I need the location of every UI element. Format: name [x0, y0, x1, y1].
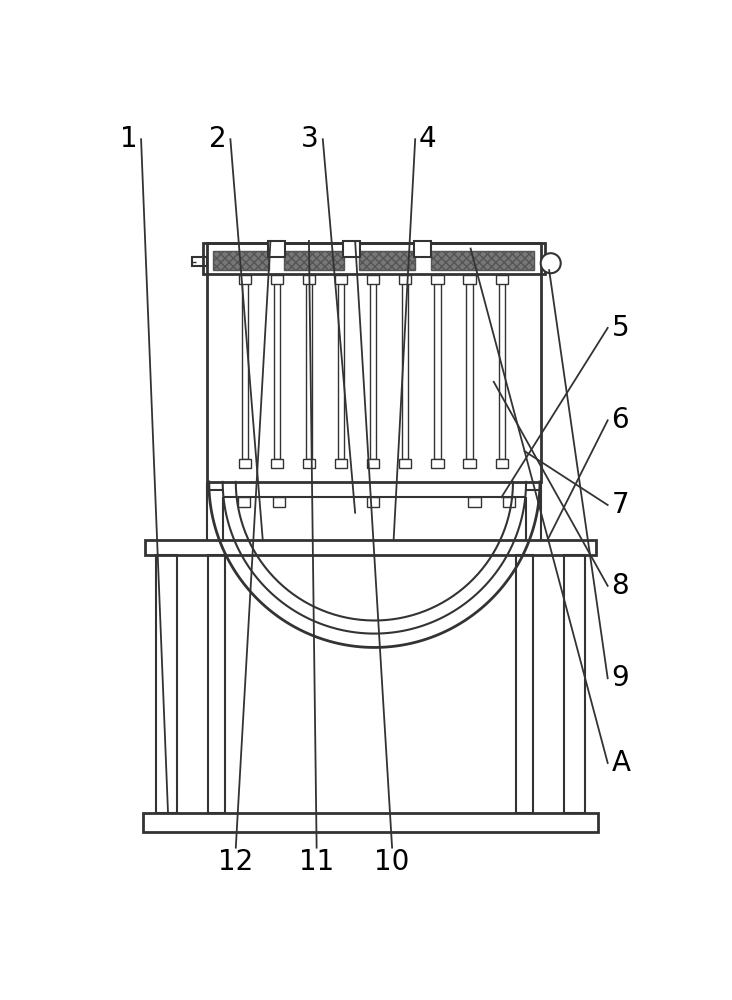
Text: 8: 8 — [611, 572, 630, 600]
Bar — [207, 243, 542, 482]
Bar — [463, 275, 476, 284]
Bar — [268, 241, 285, 257]
Bar — [213, 251, 269, 270]
Bar — [367, 497, 379, 507]
Bar — [303, 459, 315, 468]
Bar — [431, 275, 444, 284]
Text: 6: 6 — [611, 406, 630, 434]
Bar — [434, 274, 441, 459]
Bar — [335, 459, 347, 468]
Text: 4: 4 — [419, 125, 437, 153]
Bar — [370, 274, 376, 459]
Bar — [431, 459, 444, 468]
Bar — [516, 555, 533, 813]
Text: 1: 1 — [119, 125, 137, 153]
Bar — [399, 275, 411, 284]
Bar — [192, 257, 207, 266]
Bar — [496, 275, 508, 284]
Text: 5: 5 — [611, 314, 630, 342]
Bar — [242, 274, 248, 459]
Bar — [430, 251, 534, 270]
Text: 11: 11 — [299, 848, 335, 876]
Bar — [145, 540, 596, 555]
Bar — [498, 274, 505, 459]
Text: 12: 12 — [218, 848, 253, 876]
Bar — [271, 275, 283, 284]
Bar — [468, 497, 481, 507]
Bar — [239, 275, 251, 284]
Bar — [335, 275, 347, 284]
Bar — [238, 497, 250, 507]
Bar — [203, 243, 545, 274]
Text: 10: 10 — [374, 848, 410, 876]
Bar — [239, 459, 251, 468]
Bar — [414, 241, 431, 257]
Bar — [271, 459, 283, 468]
Bar — [343, 241, 359, 257]
Text: 3: 3 — [301, 125, 319, 153]
Bar — [306, 274, 312, 459]
Bar — [543, 259, 559, 268]
Bar — [466, 274, 473, 459]
Bar — [284, 251, 343, 270]
Bar — [359, 251, 415, 270]
Bar — [463, 459, 476, 468]
Bar — [143, 813, 598, 832]
Bar — [564, 555, 586, 813]
Bar — [338, 274, 344, 459]
Text: A: A — [611, 749, 630, 777]
Text: 2: 2 — [209, 125, 226, 153]
Text: 7: 7 — [611, 491, 630, 519]
Bar — [303, 275, 315, 284]
Text: 9: 9 — [611, 664, 630, 692]
Bar — [273, 497, 285, 507]
Bar — [403, 274, 408, 459]
Bar — [496, 459, 508, 468]
Bar — [274, 274, 280, 459]
Bar — [367, 459, 379, 468]
Bar — [208, 555, 225, 813]
Bar — [399, 459, 411, 468]
Circle shape — [541, 253, 561, 273]
Bar — [503, 497, 515, 507]
Bar — [367, 275, 379, 284]
Bar — [156, 555, 177, 813]
